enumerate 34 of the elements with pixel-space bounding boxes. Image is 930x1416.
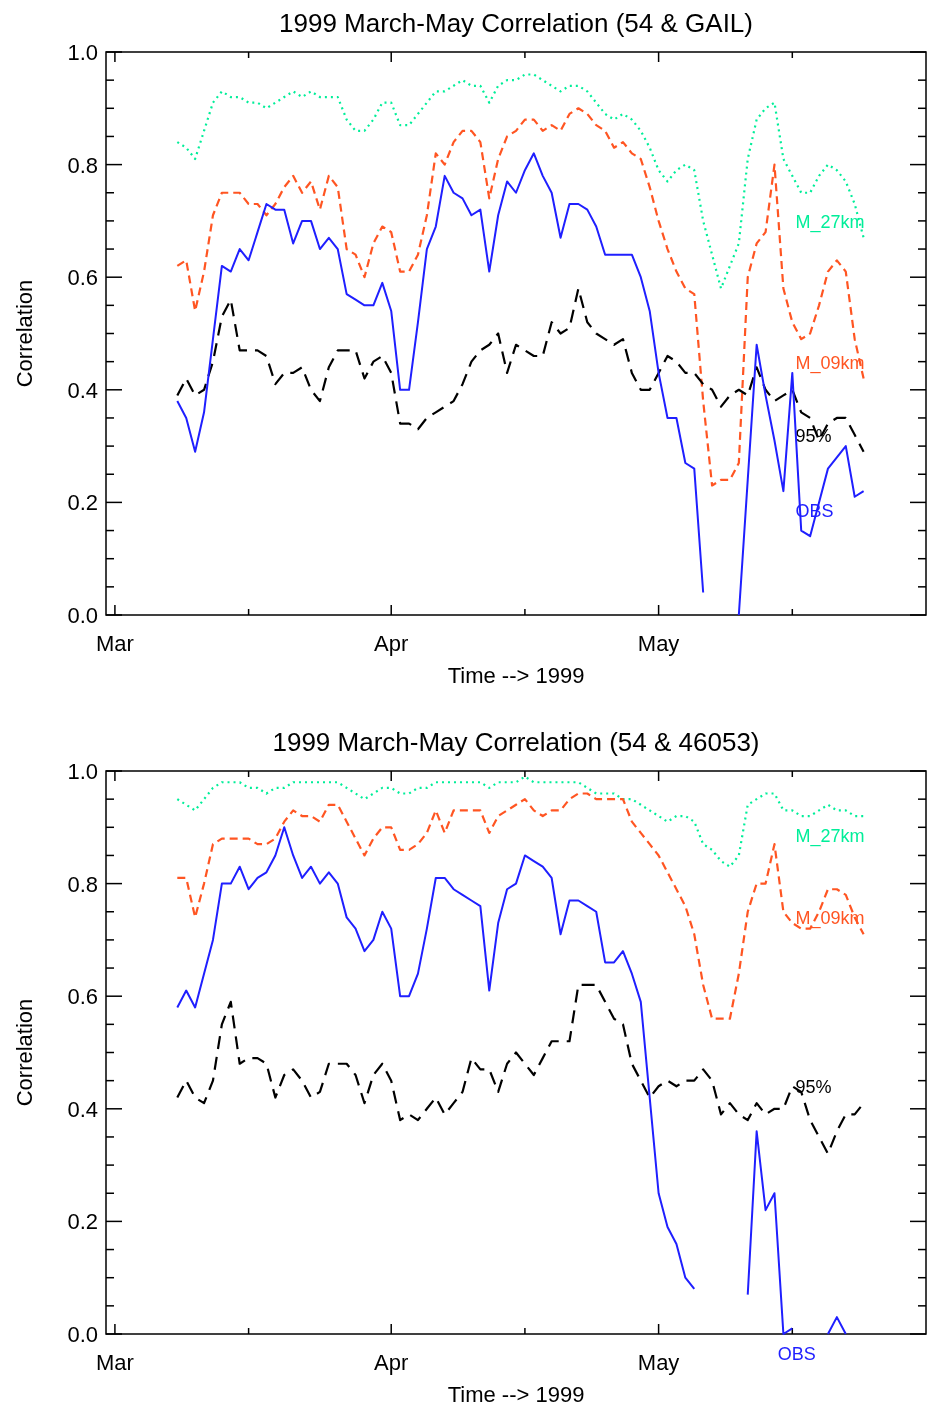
y-tick-label: 1.0 bbox=[67, 40, 98, 65]
y-axis-title: Correlation bbox=[12, 998, 37, 1107]
x-tick-label: May bbox=[637, 1350, 680, 1375]
series-label: OBS bbox=[777, 1344, 816, 1364]
line-series bbox=[176, 792, 865, 1020]
x-tick-label: Mar bbox=[95, 631, 134, 656]
line-series bbox=[176, 775, 865, 868]
x-tick-label: May bbox=[637, 631, 680, 656]
y-tick-label: 1.0 bbox=[67, 759, 98, 784]
line-series bbox=[176, 107, 865, 487]
x-axis-title: Time --> 1999 bbox=[447, 663, 585, 688]
series-label: 95% bbox=[795, 1077, 832, 1098]
y-axis-title: Correlation bbox=[12, 279, 37, 388]
x-tick-label: Apr bbox=[374, 1350, 409, 1375]
chart-title: 1999 March-May Correlation (54 & 46053) bbox=[272, 727, 760, 757]
y-tick-label: 0.8 bbox=[67, 152, 98, 178]
series-label: M_27km bbox=[795, 211, 865, 233]
x-tick-label: Mar bbox=[95, 1350, 134, 1375]
y-tick-label: 0.4 bbox=[67, 1096, 98, 1122]
y-tick-label: 0.6 bbox=[67, 984, 98, 1010]
y-tick-label: 0.0 bbox=[67, 1322, 98, 1347]
chart-title: 1999 March-May Correlation (54 & GAIL) bbox=[279, 8, 753, 38]
y-tick-label: 0.2 bbox=[67, 490, 98, 516]
series-label: M_09km bbox=[795, 352, 865, 374]
y-tick-label: 0.0 bbox=[67, 603, 98, 628]
line-series bbox=[176, 73, 865, 290]
line-series bbox=[176, 287, 865, 453]
y-tick-label: 0.4 bbox=[67, 377, 98, 403]
series-label: M_27km bbox=[795, 826, 865, 848]
x-tick-label: Apr bbox=[374, 631, 409, 656]
x-axis-title: Time --> 1999 bbox=[447, 1382, 585, 1407]
y-tick-label: 0.6 bbox=[67, 265, 98, 291]
y-tick-label: 0.2 bbox=[67, 1209, 98, 1235]
y-tick-label: 0.8 bbox=[67, 871, 98, 897]
